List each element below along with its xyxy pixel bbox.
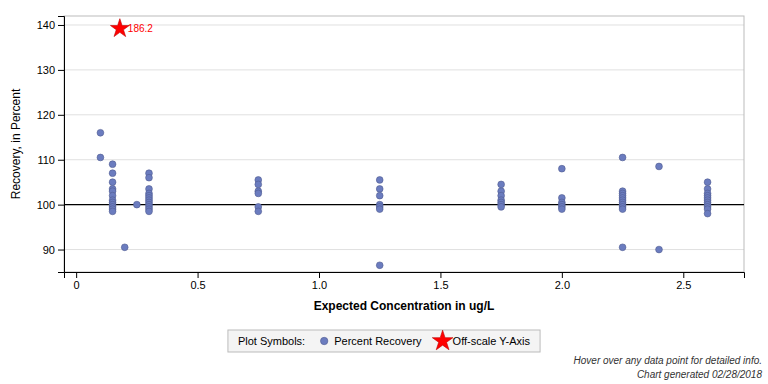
grid-line <box>64 24 744 25</box>
y-tick: 120 <box>37 109 64 121</box>
x-tick-label: 2.5 <box>676 279 691 291</box>
x-tick-label: 1.5 <box>433 279 448 291</box>
point <box>376 192 383 199</box>
point <box>376 206 383 213</box>
point <box>255 181 262 188</box>
legend-label: Percent Recovery <box>334 335 422 347</box>
y-tick: 100 <box>37 199 64 211</box>
x-axis-line <box>65 273 745 279</box>
plot-frame <box>64 16 744 272</box>
annotation: 186.2 <box>128 23 153 34</box>
x-axis: 0 0.5 1.0 1.5 2.0 2.5 <box>65 272 745 291</box>
point <box>97 154 104 161</box>
y-tick-label: 100 <box>37 199 55 211</box>
series <box>110 19 129 37</box>
grid-line <box>64 114 744 115</box>
y-tick: 140 <box>37 19 64 31</box>
point <box>255 208 262 215</box>
y-tick: 90 <box>43 244 64 256</box>
y-axis-line <box>58 17 65 273</box>
y-tick: 110 <box>37 154 64 166</box>
point <box>109 161 116 168</box>
point <box>498 203 505 210</box>
grid <box>64 25 744 250</box>
point <box>619 244 626 251</box>
y-tick-mark <box>58 250 64 251</box>
point <box>704 210 711 217</box>
legend-title: Plot Symbols: <box>238 335 305 347</box>
legend-label: Off-scale Y-Axis <box>453 335 531 347</box>
y-tick-label: 140 <box>37 19 55 31</box>
y-tick-label: 90 <box>43 244 55 256</box>
x-tick: 1.0 <box>312 272 327 291</box>
point <box>133 201 140 208</box>
point <box>109 179 116 186</box>
point <box>704 179 711 186</box>
x-tick-mark <box>683 272 684 278</box>
x-tick-mark <box>562 272 563 278</box>
grid-line <box>64 69 744 70</box>
footnote: Chart generated 02/28/2018 <box>637 369 763 380</box>
y-tick-mark <box>58 115 64 116</box>
legend: Plot Symbols: Percent Recovery Off-scale Y… <box>228 330 540 352</box>
y-tick-label: 130 <box>37 64 55 76</box>
legend-symbol <box>432 330 453 350</box>
x-tick: 2.0 <box>555 272 570 291</box>
point <box>376 186 383 193</box>
x-tick-mark <box>440 272 441 278</box>
grid-line <box>64 249 744 250</box>
x-tick-mark <box>76 272 77 278</box>
x-tick-mark <box>198 272 199 278</box>
point <box>376 262 383 269</box>
x-tick: 0.5 <box>190 272 205 291</box>
x-tick-label: 0.5 <box>190 279 205 291</box>
y-tick-mark <box>58 205 64 206</box>
plot: 0 0.5 1.0 1.5 2.0 2.5 90 100 110 120 130 140 186.2 Ex… <box>9 16 745 313</box>
x-tick: 0 <box>74 272 80 291</box>
point <box>376 177 383 184</box>
chart: 0 0.5 1.0 1.5 2.0 2.5 90 100 110 120 130 140 186.2 Ex… <box>0 0 768 384</box>
point <box>619 154 626 161</box>
grid-line <box>64 159 744 160</box>
y-tick-label: 110 <box>37 154 55 166</box>
point <box>656 246 663 253</box>
reference-line <box>64 204 744 205</box>
point <box>121 244 128 251</box>
point <box>558 206 565 213</box>
x-tick: 2.5 <box>676 272 691 291</box>
x-tick: 1.5 <box>433 272 448 291</box>
x-tick-label: 2.0 <box>555 279 570 291</box>
y-tick-label: 120 <box>37 109 55 121</box>
point <box>558 165 565 172</box>
y-tick-mark <box>58 160 64 161</box>
point <box>97 129 104 136</box>
legend-box <box>228 330 540 352</box>
y-axis-title: Recovery, in Percent <box>9 88 23 199</box>
point <box>498 181 505 188</box>
point <box>146 208 153 215</box>
marks <box>64 19 744 269</box>
y-tick-mark <box>58 70 64 71</box>
y-tick-mark <box>58 25 64 26</box>
y-axis: 90 100 110 120 130 140 <box>37 17 65 273</box>
grid-line <box>64 204 744 205</box>
point <box>255 190 262 197</box>
x-tick-label: 1.0 <box>312 279 327 291</box>
series <box>97 129 711 268</box>
y-tick: 130 <box>37 64 64 76</box>
x-tick-mark <box>319 272 320 278</box>
star-point <box>110 19 129 37</box>
point <box>619 206 626 213</box>
point <box>109 208 116 215</box>
legend-symbol <box>320 337 327 344</box>
point <box>109 170 116 177</box>
footnote: Hover over any data point for detailed i… <box>574 355 762 366</box>
point <box>146 174 153 181</box>
x-axis-title: Expected Concentration in ug/L <box>314 299 495 313</box>
x-tick-label: 0 <box>74 279 80 291</box>
point <box>656 163 663 170</box>
